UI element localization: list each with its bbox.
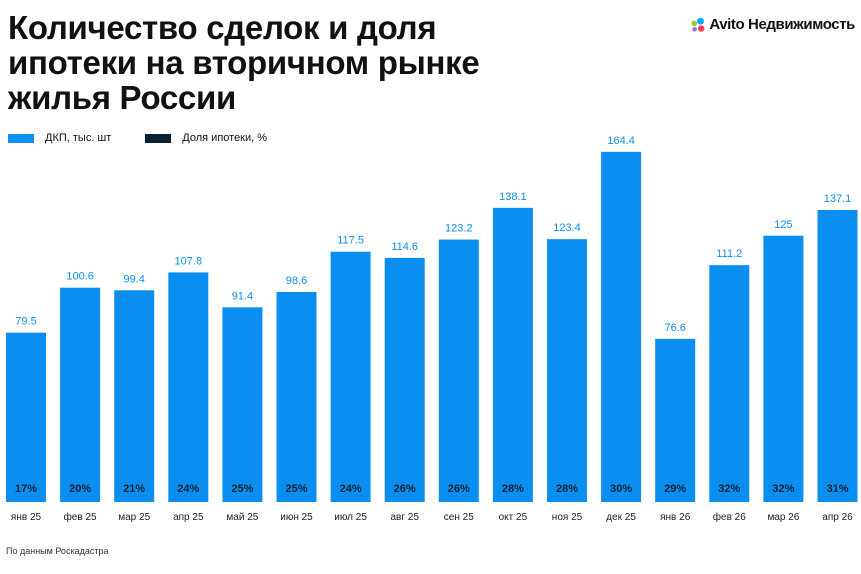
mortgage-share-label: 17% xyxy=(15,483,37,495)
x-tick-label: июл 25 xyxy=(334,512,367,523)
bar xyxy=(817,209,858,503)
bar-value-label: 123.2 xyxy=(445,223,473,235)
bar xyxy=(763,235,804,502)
bar-value-label: 79.5 xyxy=(15,316,36,328)
x-tick-label: апр 26 xyxy=(822,512,853,523)
mortgage-share-label: 21% xyxy=(123,483,145,495)
chart-title: Количество сделок и доля ипотеки на втор… xyxy=(8,9,480,116)
legend-swatch-deals xyxy=(8,133,34,143)
mortgage-share-label: 31% xyxy=(826,483,848,495)
bar xyxy=(438,239,479,503)
legend-label-deals: ДКП, тыс. шт xyxy=(45,132,112,144)
source-note: По данным Роскадастра xyxy=(6,546,109,556)
x-tick-label: сен 25 xyxy=(444,512,474,523)
mortgage-share-label: 24% xyxy=(340,483,362,495)
mortgage-share-label: 20% xyxy=(69,483,91,495)
bar-value-label: 99.4 xyxy=(123,273,144,285)
x-tick-label: ноя 25 xyxy=(552,512,583,523)
legend-label-mortgage: Доля ипотеки, % xyxy=(182,132,268,144)
mortgage-share-label: 30% xyxy=(610,483,632,495)
x-tick-label: янв 25 xyxy=(11,512,42,523)
x-tick-label: мар 26 xyxy=(767,512,799,523)
x-tick-label: янв 26 xyxy=(660,512,691,523)
bar xyxy=(222,307,263,502)
bar-value-label: 164.4 xyxy=(607,135,635,147)
bar xyxy=(601,151,642,502)
mortgage-share-label: 28% xyxy=(556,483,578,495)
bar-value-label: 138.1 xyxy=(499,191,527,203)
x-tick-label: дек 25 xyxy=(606,512,636,523)
bar xyxy=(492,207,533,503)
legend-item-deals: ДКП, тыс. шт xyxy=(8,132,111,144)
bar xyxy=(330,251,371,502)
x-tick-label: июн 25 xyxy=(280,512,313,523)
mortgage-share-label: 24% xyxy=(177,483,199,495)
bar xyxy=(547,239,587,502)
x-tick-label: фев 26 xyxy=(713,511,746,523)
x-tick-label: мар 25 xyxy=(118,512,150,523)
mortgage-share-label: 25% xyxy=(231,483,253,495)
bar-value-label: 117.5 xyxy=(337,235,364,247)
legend-item-mortgage: Доля ипотеки, % xyxy=(145,132,267,144)
bar xyxy=(6,332,46,502)
x-tick-label: окт 25 xyxy=(499,512,528,523)
x-tick-label: май 25 xyxy=(226,512,258,523)
x-tick-label: апр 25 xyxy=(173,512,204,523)
mortgage-share-label: 25% xyxy=(285,483,307,495)
bar-value-label: 76.6 xyxy=(664,322,685,334)
bar-value-label: 98.6 xyxy=(286,275,307,287)
mortgage-share-label: 32% xyxy=(718,483,740,495)
mortgage-share-label: 29% xyxy=(664,483,686,495)
mortgage-share-label: 26% xyxy=(448,483,470,495)
bar-value-label: 123.4 xyxy=(553,222,581,234)
bar xyxy=(276,291,317,502)
bar-value-label: 107.8 xyxy=(175,255,203,267)
brand-logo: Avito Недвижимость xyxy=(690,16,855,33)
bar-value-label: 137.1 xyxy=(824,193,852,205)
mortgage-share-label: 28% xyxy=(502,483,524,495)
bar xyxy=(655,338,696,502)
bar xyxy=(114,290,155,502)
x-tick-label: фев 25 xyxy=(64,511,97,523)
bar-value-label: 100.6 xyxy=(66,271,94,283)
bar-value-label: 91.4 xyxy=(232,290,253,302)
legend-swatch-mortgage xyxy=(145,133,172,143)
bar xyxy=(60,287,101,502)
bar xyxy=(384,257,425,502)
mortgage-share-label: 32% xyxy=(772,483,794,495)
bar xyxy=(168,272,209,502)
bar xyxy=(709,265,750,502)
avito-logo-icon xyxy=(691,17,705,32)
brand-name: Avito Недвижимость xyxy=(709,16,855,33)
bar-value-label: 125 xyxy=(774,219,792,231)
chart-legend: ДКП, тыс. шт Доля ипотеки, % xyxy=(8,132,267,144)
x-tick-label: авг 25 xyxy=(390,512,419,523)
bar-value-label: 114.6 xyxy=(391,241,418,253)
bar-value-label: 111.2 xyxy=(716,248,742,260)
mortgage-share-label: 26% xyxy=(394,483,416,495)
